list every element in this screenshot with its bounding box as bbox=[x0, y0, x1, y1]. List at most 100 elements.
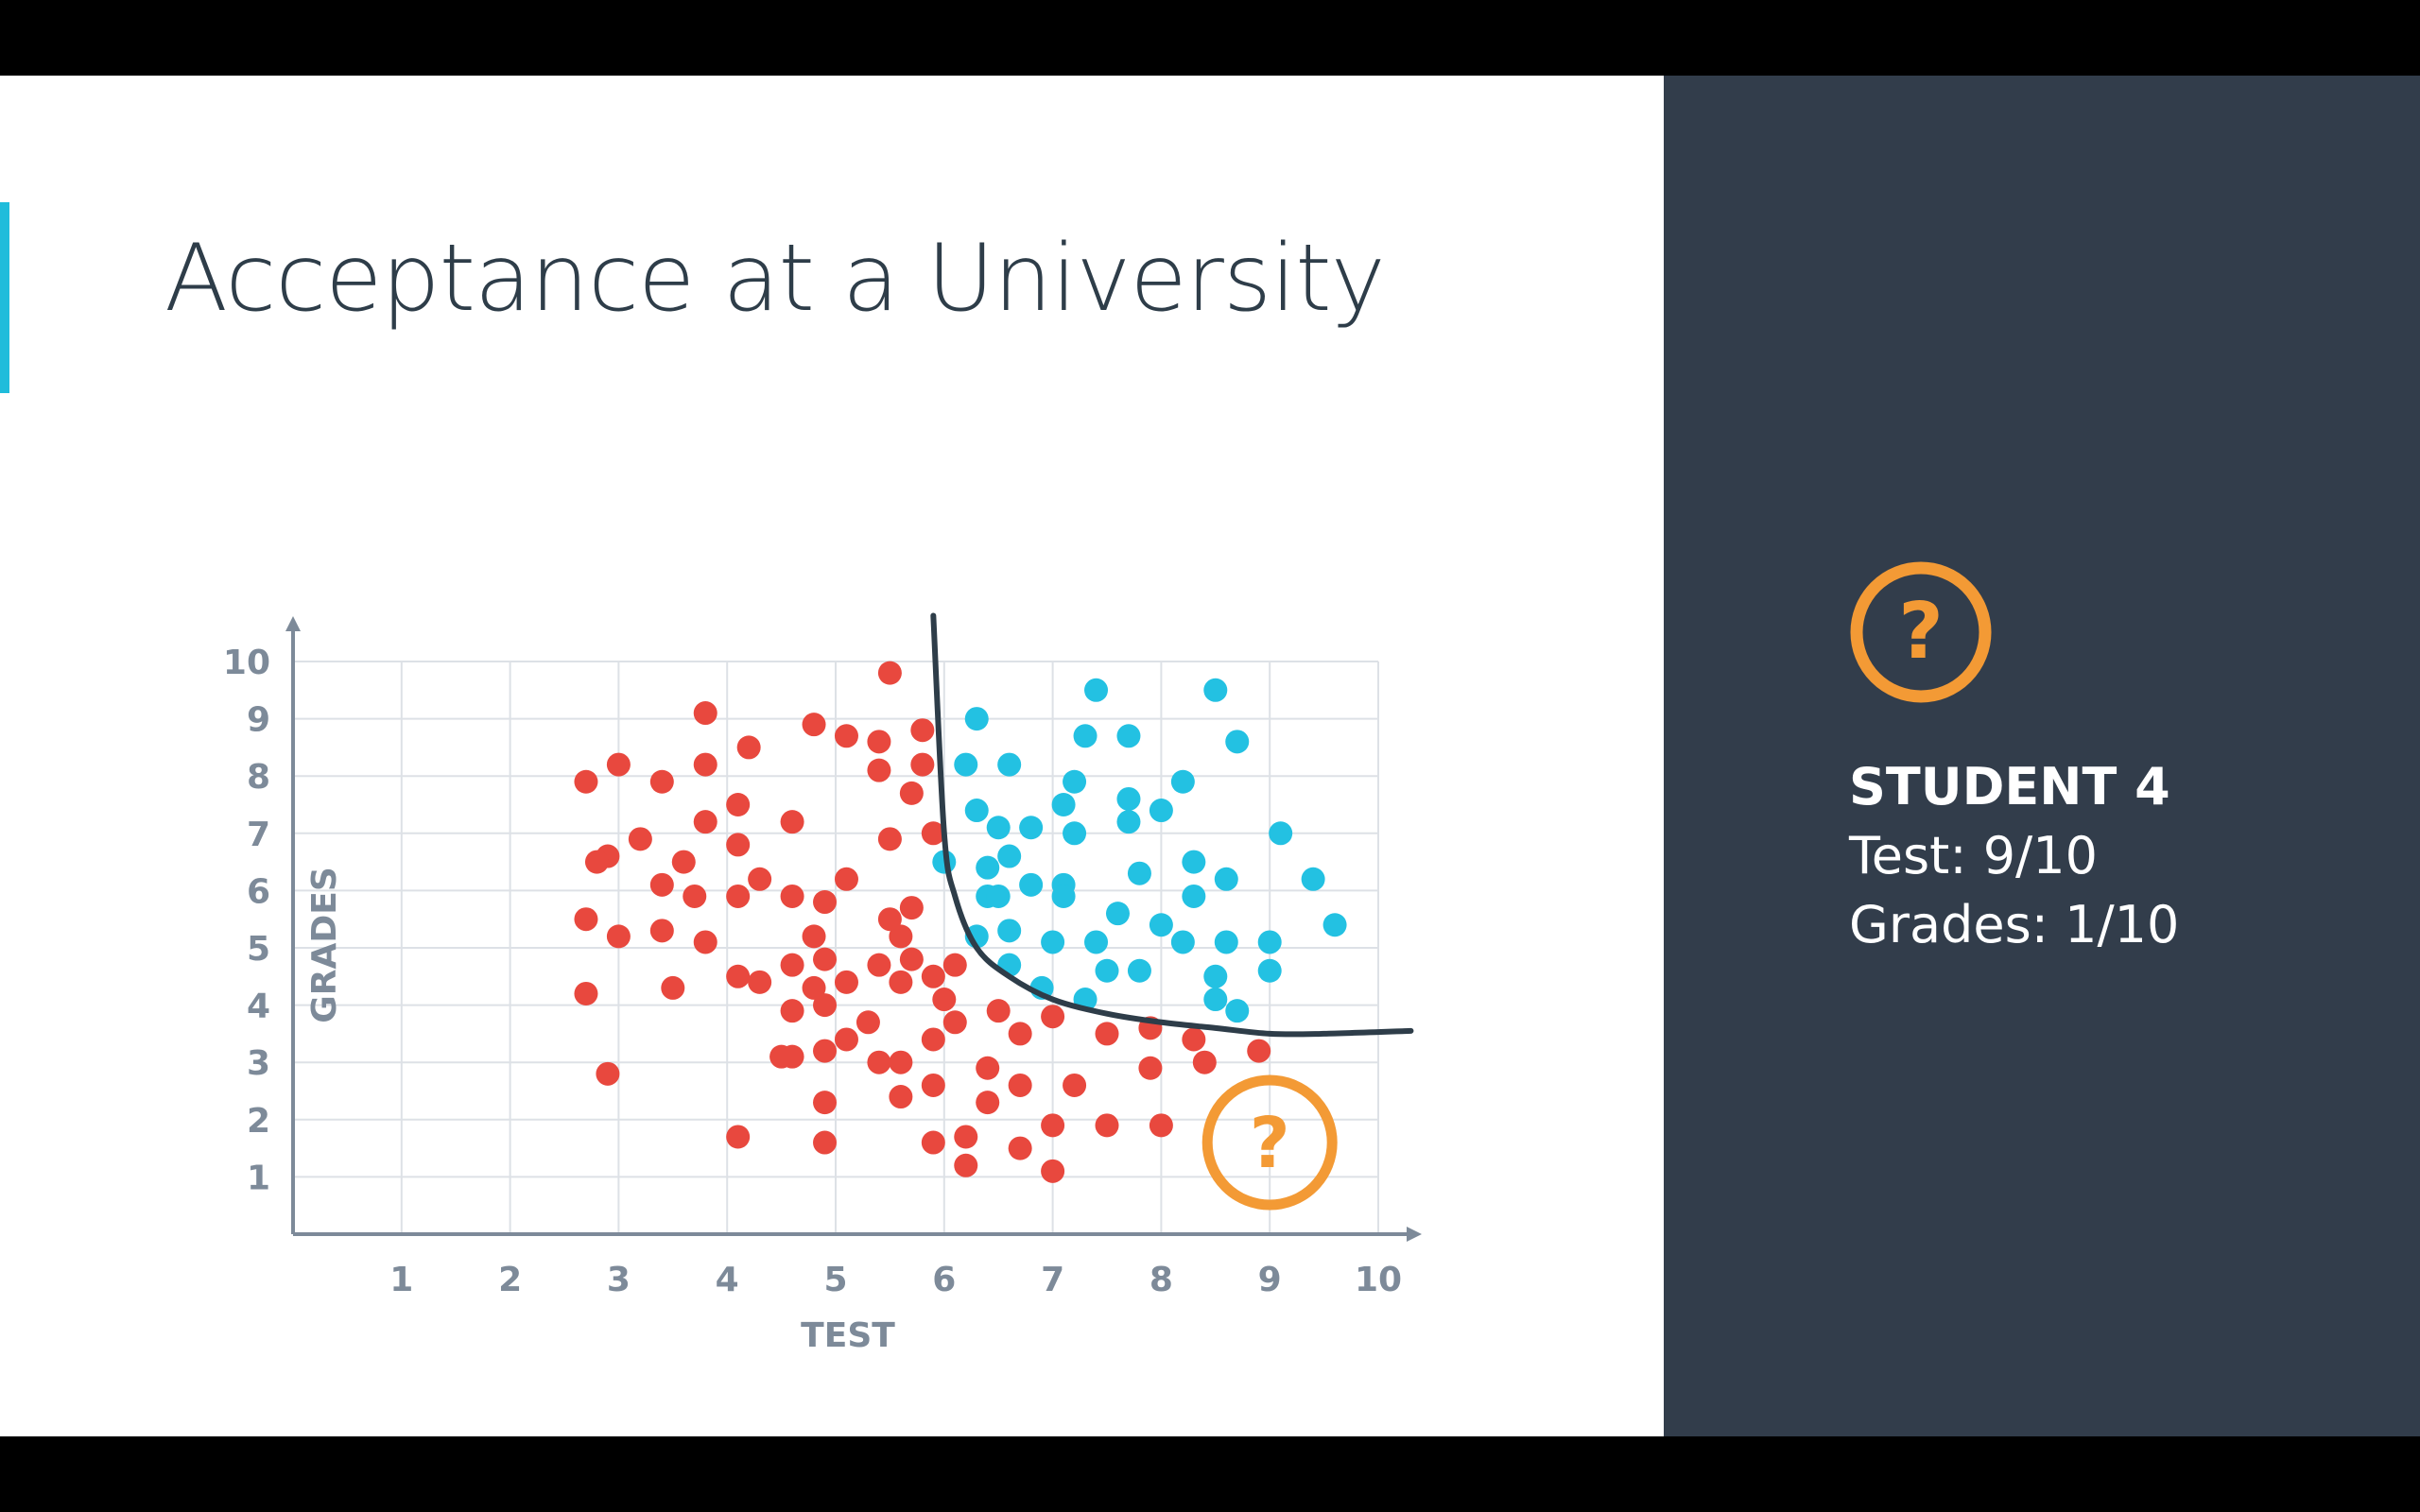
data-point bbox=[1095, 1022, 1119, 1046]
data-point bbox=[889, 924, 913, 949]
data-point bbox=[1063, 1073, 1087, 1097]
data-point bbox=[921, 964, 945, 988]
data-point bbox=[976, 1091, 1000, 1115]
grades-score: Grades: 1/10 bbox=[1849, 895, 2180, 954]
data-point bbox=[877, 661, 902, 685]
y-axis-label: GRADES bbox=[305, 867, 344, 1023]
data-point bbox=[628, 827, 652, 851]
data-point bbox=[899, 781, 924, 805]
data-point bbox=[780, 810, 804, 834]
data-point bbox=[1105, 902, 1130, 926]
data-point bbox=[976, 1056, 1000, 1080]
data-point bbox=[726, 964, 751, 988]
data-point bbox=[813, 890, 838, 915]
x-axis-arrow-icon bbox=[1407, 1227, 1422, 1242]
y-tick-label: 7 bbox=[247, 816, 270, 854]
data-point bbox=[1182, 850, 1206, 874]
test-score: Test: 9/10 bbox=[1849, 826, 2098, 885]
data-point bbox=[606, 924, 631, 949]
data-point bbox=[693, 701, 717, 726]
data-point bbox=[899, 896, 924, 920]
svg-text:?: ? bbox=[1898, 587, 1944, 677]
data-point bbox=[813, 1091, 838, 1115]
data-point bbox=[986, 999, 1011, 1023]
question-mark-icon: ? bbox=[1850, 561, 1992, 703]
data-point bbox=[1084, 930, 1109, 954]
data-point bbox=[1051, 793, 1076, 816]
student-label: STUDENT 4 bbox=[1849, 757, 2170, 816]
y-tick-label: 4 bbox=[247, 988, 270, 1026]
chart-axes bbox=[285, 616, 1422, 1242]
data-point bbox=[693, 752, 717, 777]
data-point bbox=[964, 707, 989, 731]
data-point bbox=[1149, 913, 1173, 937]
data-point bbox=[877, 907, 902, 932]
data-point bbox=[584, 850, 609, 874]
data-point bbox=[921, 1073, 945, 1097]
slide-title: Acceptance at a University bbox=[164, 225, 1386, 333]
data-point bbox=[954, 1125, 978, 1149]
data-point bbox=[889, 1085, 913, 1109]
unknown-point-label: ? bbox=[1250, 1103, 1290, 1184]
data-point bbox=[942, 953, 967, 977]
data-point bbox=[910, 752, 935, 777]
data-point bbox=[802, 713, 826, 737]
decision-boundary-line bbox=[930, 612, 1414, 1038]
data-point bbox=[769, 1044, 794, 1069]
data-point bbox=[574, 769, 598, 794]
data-point bbox=[726, 1125, 751, 1149]
y-tick-label: 2 bbox=[247, 1102, 270, 1141]
data-point bbox=[1170, 769, 1195, 794]
data-point bbox=[693, 810, 717, 834]
chart-grid bbox=[293, 661, 1379, 1234]
y-tick-label: 3 bbox=[247, 1044, 270, 1083]
data-point bbox=[954, 1153, 978, 1177]
data-point bbox=[606, 752, 631, 777]
data-point bbox=[1095, 1113, 1119, 1138]
scatter-chart: 1 2 3 4 5 6 7 8 9 10 1 2 3 4 5 6 7 8 9 10 TEST GRADES ? bbox=[223, 612, 1422, 1355]
data-point bbox=[1138, 1056, 1163, 1080]
data-point bbox=[1203, 678, 1228, 702]
data-point bbox=[1041, 1113, 1065, 1138]
x-tick-label: 10 bbox=[1355, 1261, 1402, 1299]
data-point bbox=[997, 752, 1022, 777]
y-tick-label: 10 bbox=[223, 644, 270, 682]
data-point bbox=[1095, 958, 1119, 983]
data-point bbox=[976, 855, 1000, 880]
x-tick-label: 6 bbox=[932, 1261, 956, 1299]
x-tick-label: 4 bbox=[716, 1261, 739, 1299]
x-tick-label: 2 bbox=[498, 1261, 522, 1299]
data-point bbox=[1116, 724, 1141, 748]
data-point bbox=[1301, 867, 1325, 891]
data-point bbox=[1063, 821, 1087, 846]
data-point bbox=[1257, 930, 1282, 954]
data-point bbox=[726, 833, 751, 857]
data-point bbox=[693, 930, 717, 954]
data-point bbox=[1149, 799, 1173, 823]
data-point bbox=[1225, 730, 1250, 754]
data-point bbox=[780, 953, 804, 977]
data-point bbox=[867, 1050, 891, 1074]
data-point bbox=[683, 884, 707, 908]
data-point bbox=[649, 769, 674, 794]
data-point bbox=[1214, 867, 1238, 891]
data-point bbox=[661, 975, 685, 1000]
data-point bbox=[1019, 816, 1044, 840]
y-tick-label: 1 bbox=[247, 1159, 270, 1197]
data-point bbox=[834, 867, 858, 891]
data-point bbox=[1182, 884, 1206, 908]
data-point bbox=[1116, 786, 1141, 811]
data-point bbox=[877, 827, 902, 851]
data-point bbox=[802, 924, 826, 949]
data-point bbox=[964, 799, 989, 823]
data-point bbox=[1203, 964, 1228, 988]
data-point bbox=[867, 758, 891, 782]
x-axis-label: TEST bbox=[801, 1316, 895, 1355]
data-point bbox=[899, 947, 924, 971]
unknown-student-marker: ? bbox=[1201, 1074, 1338, 1211]
data-point bbox=[834, 1027, 858, 1052]
data-point bbox=[574, 981, 598, 1005]
data-point bbox=[932, 988, 957, 1012]
data-point bbox=[1225, 999, 1250, 1023]
